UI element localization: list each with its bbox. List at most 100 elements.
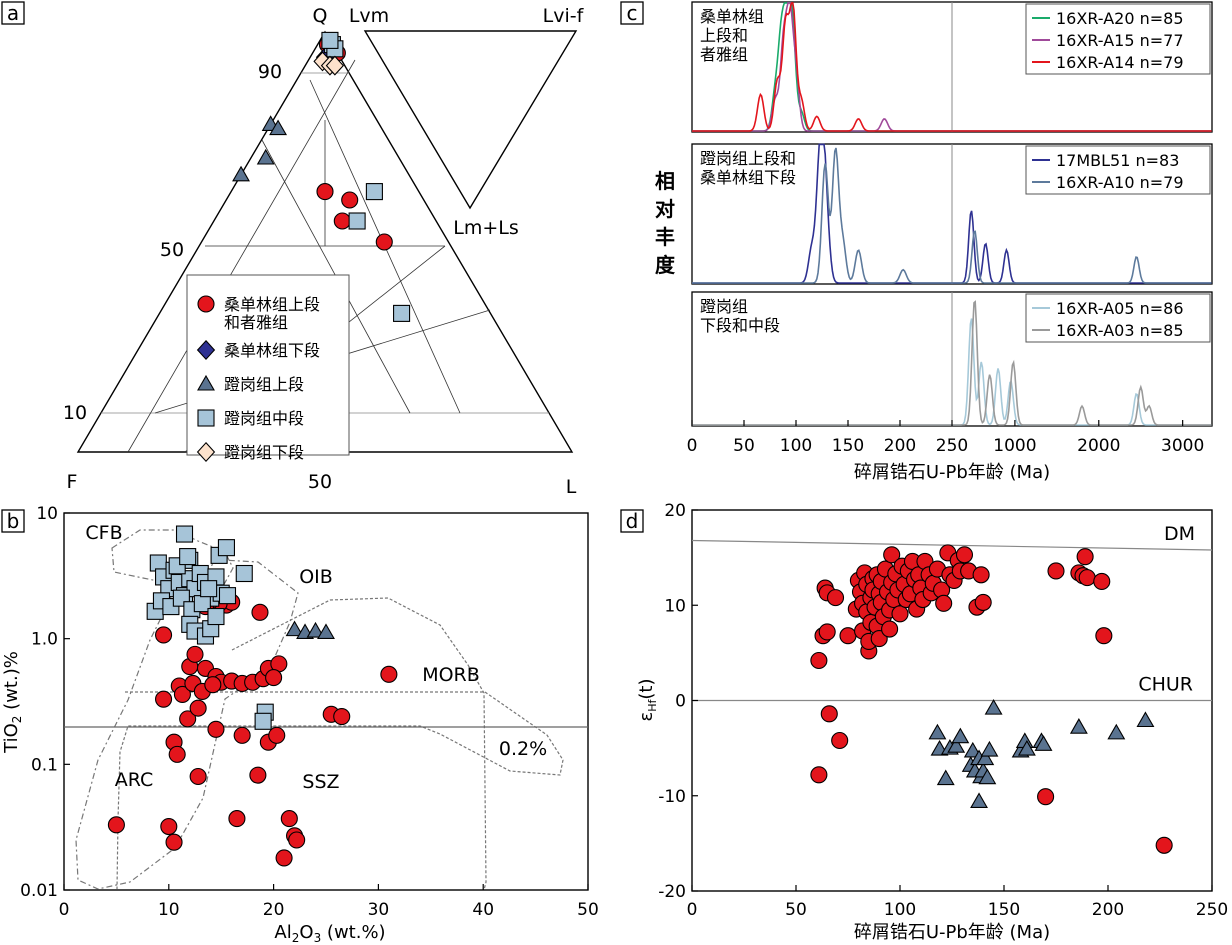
panel-c-y-label-2: 对 <box>655 197 675 221</box>
b-point-s0-12 <box>186 645 204 663</box>
d-y-tick-label: -10 <box>658 787 686 807</box>
d-x-tick-label: 0 <box>687 900 698 920</box>
c-x-tick-label: 200 <box>884 436 916 456</box>
d-point-s1-24 <box>1136 711 1155 728</box>
legend-a-text-0: 和者雅组 <box>224 313 288 332</box>
panel-d-label-box <box>620 509 644 533</box>
d-point-s0-1 <box>810 766 828 784</box>
b-x-tick-label: 0 <box>59 900 70 920</box>
d-x-tick-label: 50 <box>785 900 807 920</box>
panel-d-x-label: 碎屑锆石U-Pb年龄 (Ma) <box>854 922 1050 943</box>
b-x-tick-label: 40 <box>472 900 494 920</box>
c-x-tick-label: 0 <box>687 436 698 456</box>
panel-a-label-box <box>1 1 25 25</box>
d-point-s1-2 <box>936 769 955 786</box>
c-subplot-label-0: 桑单林组 <box>700 7 764 26</box>
d-point-s0-59 <box>935 594 953 612</box>
field-label-cfb: CFB <box>85 522 122 544</box>
d-point-s1-19 <box>1017 739 1036 756</box>
field-morb <box>231 597 487 890</box>
b-point-s2-31 <box>207 607 225 626</box>
b-y-tick-label: 0.01 <box>20 881 58 901</box>
b-point-s2-34 <box>218 587 237 605</box>
ternary-point-s2-2 <box>256 148 275 165</box>
panel-a-label: a <box>7 1 19 25</box>
b-point-s2-33 <box>254 712 272 730</box>
c-x-tick-label: 100 <box>780 436 812 456</box>
legend-a-marker-2 <box>197 374 215 391</box>
d-point-s0-65 <box>955 546 974 564</box>
legend-a-text-0: 桑单林组上段 <box>224 295 320 314</box>
b-point-s0-41 <box>228 810 246 828</box>
c-subplot-label-1: 蹬岗组上段和 <box>700 149 796 168</box>
d-point-s1-23 <box>1107 723 1126 740</box>
field-label-morb: MORB <box>422 664 480 686</box>
b-point-s1-3 <box>317 623 335 640</box>
panel-a-ternary: a Q F L Lvm Lvi-f Lm+Ls 90 50 10 50 桑单林组… <box>1 1 585 498</box>
field-label-lm-ls: Lm+Ls <box>453 217 519 239</box>
d-y-tick-label: 10 <box>664 596 686 616</box>
panel-b-axes <box>63 512 589 891</box>
b-point-s0-2 <box>333 708 351 726</box>
c-curve-0-2 <box>692 2 1212 132</box>
field-oib-arc <box>75 559 299 890</box>
d-point-s0-77 <box>1095 627 1113 645</box>
panel-d-points <box>810 544 1173 854</box>
panel-b-ticks: 0 10 20 30 40 50 0.01 0.1 1.0 10 <box>20 504 599 920</box>
c-x-tick-label: 1000 <box>993 436 1036 456</box>
b-point-s0-26 <box>204 676 222 694</box>
b-point-s0-22 <box>265 669 283 687</box>
ternary-point-s0-3 <box>316 183 334 201</box>
c-x-tick-label: 250 <box>936 436 968 456</box>
d-point-s1-10 <box>970 792 988 809</box>
b-point-s1-2 <box>306 621 325 638</box>
c-x-tick-label: 3000 <box>1161 436 1204 456</box>
lithic-subtriangle <box>363 30 578 210</box>
b-point-s0-31 <box>233 726 251 744</box>
panel-b-scatter: b CFB OIB MORB ARC SSZ 0.2% 0 10 20 30 40 500… <box>1 504 599 945</box>
panel-c-x-label: 碎屑锆石U-Pb年龄 (Ma) <box>854 462 1050 483</box>
field-cfb <box>111 529 234 589</box>
ternary-point-s3-4 <box>348 212 366 230</box>
panel-b-x-label: Al2O3 (wt.%) <box>274 922 385 945</box>
ternary-point-s0-6 <box>375 233 393 251</box>
panel-a-points <box>232 31 411 322</box>
b-point-s2-4 <box>235 564 253 583</box>
field-label-0.2pct: 0.2% <box>499 738 547 760</box>
d-point-s1-22 <box>1069 718 1088 734</box>
b-point-s0-27 <box>179 710 197 728</box>
c-subplot-label-2: 蹬岗组 <box>700 297 748 316</box>
d-ref-line-DM <box>691 539 1213 551</box>
apex-q-label: Q <box>313 5 328 27</box>
c-legend-label: 16XR-A05 n=86 <box>1056 299 1184 318</box>
apex-l-label: L <box>566 476 577 498</box>
c-curve-1-1 <box>692 147 1212 284</box>
tick-label-10: 10 <box>63 402 87 424</box>
b-point-s0-0 <box>380 665 398 683</box>
legend-a-text-3: 蹬岗组中段 <box>224 409 304 428</box>
b-point-s0-40 <box>165 833 183 851</box>
field-label-lvi-f: Lvi-f <box>543 5 585 27</box>
panel-c-ticks: 0 50 100 150 200 250 1000 2000 3000 <box>687 420 1204 456</box>
d-point-s1-16 <box>984 699 1003 715</box>
panel-d-y-label: εHf(t) <box>636 679 659 722</box>
legend-a-text-2: 蹬岗组上段 <box>224 375 304 394</box>
c-subplot-label-0: 者雅组 <box>700 45 748 64</box>
d-y-tick-label: 0 <box>675 692 686 712</box>
d-point-s0-9 <box>839 627 857 645</box>
b-point-s0-35 <box>268 726 286 744</box>
panel-c-y-label-3: 丰 <box>655 225 675 249</box>
legend-a-marker-4 <box>196 441 216 463</box>
d-point-s0-75 <box>1078 569 1096 587</box>
field-label-oib: OIB <box>299 566 333 588</box>
d-ref-label-DM: DM <box>1164 523 1195 545</box>
b-point-s2-29 <box>179 548 197 566</box>
b-point-s0-37 <box>189 767 207 786</box>
